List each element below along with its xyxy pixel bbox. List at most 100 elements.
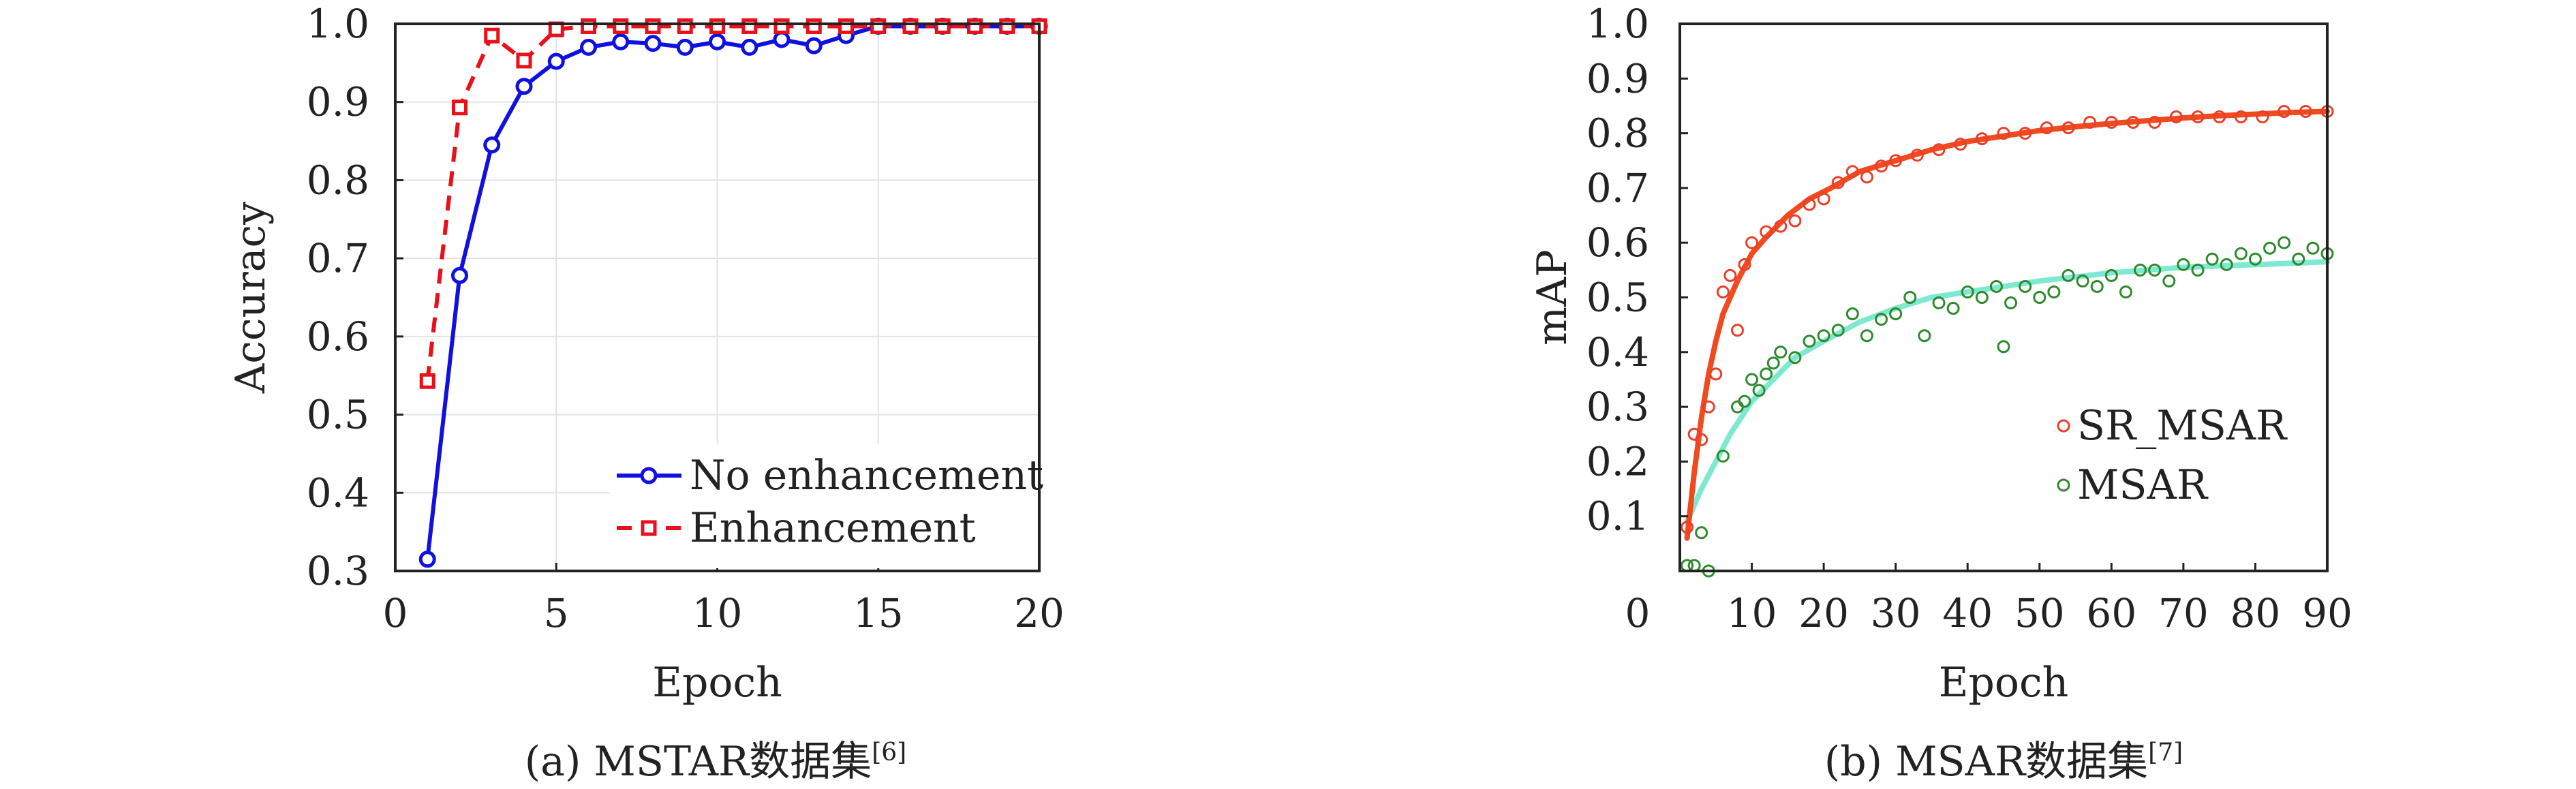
- panel-b-point-sr-msar: [1760, 225, 1773, 238]
- panel-b-point-sr-msar: [1954, 138, 1967, 151]
- panel-b-caption-text: (b) MSAR数据集: [1824, 738, 2148, 786]
- panel-b-y-tick-label: 0.4: [1586, 329, 1649, 375]
- panel-a-point-no-enhancement: [709, 33, 726, 50]
- panel-b-point-sr-msar: [1889, 154, 1903, 168]
- panel-a-point-enhancement: [452, 99, 467, 116]
- panel-a-point-enhancement: [581, 18, 596, 34]
- panel-b-point-sr-msar: [1910, 149, 1924, 162]
- panel-b-point-msar: [1745, 373, 1759, 386]
- panel-b-caption: (b) MSAR数据集[7]: [1824, 738, 2183, 786]
- panel-a-legend-marker-no-enhancement: [640, 467, 658, 484]
- panel-a-point-enhancement: [934, 18, 951, 34]
- panel-b-point-msar: [2019, 279, 2032, 293]
- panel-a-point-enhancement: [419, 373, 435, 389]
- panel-b-point-sr-msar: [1845, 165, 1859, 179]
- panel-b-point-msar: [1961, 285, 1974, 298]
- panel-a-y-tick-label: 0.3: [307, 548, 369, 594]
- panel-b-point-msar: [1997, 340, 2010, 354]
- panel-a-point-no-enhancement: [773, 31, 791, 48]
- panel-b-y-tick-label: 0.2: [1586, 438, 1649, 484]
- panel-a-point-no-enhancement: [547, 52, 565, 70]
- panel-b-point-sr-msar: [1695, 433, 1708, 446]
- panel-a-legend-label-enhancement: Enhancement: [690, 504, 976, 552]
- panel-b-point-msar: [1831, 324, 1845, 337]
- panel-a-point-enhancement: [645, 18, 661, 34]
- panel-b-point-msar: [2306, 241, 2320, 255]
- panel-a-point-no-enhancement: [676, 38, 694, 56]
- panel-b-point-sr-msar: [1975, 132, 1989, 146]
- panel-b-legend-label-sr-msar: SR_MSAR: [2077, 402, 2288, 450]
- panel-a-x-tick-label: 20: [1014, 590, 1064, 636]
- panel-b-point-sr-msar: [1681, 521, 1694, 534]
- panel-a-point-no-enhancement: [451, 266, 468, 284]
- panel-a-x-tick-label: 0: [383, 590, 408, 636]
- panel-a-point-no-enhancement: [418, 551, 436, 568]
- panel-a-x-tick-label: 15: [853, 590, 904, 636]
- panel-b-x-tick-label: 70: [2158, 590, 2209, 636]
- panel-b-point-sr-msar: [2040, 121, 2053, 135]
- panel-b-point-sr-msar: [2126, 116, 2140, 129]
- panel-a-y-axis-label: Accuracy: [227, 202, 275, 394]
- panel-b-fit-curve-sr-msar: [1684, 108, 2330, 541]
- panel-b-point-msar: [1975, 291, 1989, 304]
- panel-a-accuracy-chart: 0 5 10 15 20 0.3 0.4 0.5 0.6 0.7 0.8 0.9 1.0 Epoch A…: [227, 1, 1064, 786]
- panel-b-point-sr-msar: [1997, 127, 2010, 140]
- panel-b-point-msar: [2278, 236, 2291, 249]
- panel-b-point-msar: [2220, 258, 2233, 271]
- panel-b-point-msar: [1889, 307, 1903, 321]
- panel-a-point-enhancement: [999, 18, 1015, 34]
- panel-b-point-msar: [1817, 329, 1830, 343]
- panel-b-point-msar: [1687, 559, 1701, 572]
- panel-a-legend-marker-enhancement: [641, 520, 657, 536]
- panel-b-point-sr-msar: [2299, 104, 2312, 118]
- panel-a-point-enhancement: [902, 18, 919, 34]
- panel-b-point-sr-msar: [1831, 176, 1845, 189]
- panel-b-point-sr-msar: [1745, 236, 1759, 249]
- panel-a-x-axis-label: Epoch: [652, 659, 782, 707]
- panel-b-point-msar: [2004, 296, 2018, 310]
- panel-b-point-sr-msar: [2213, 110, 2226, 124]
- panel-a-point-enhancement: [870, 18, 887, 34]
- panel-b-point-sr-msar: [2083, 116, 2097, 129]
- panel-a-y-tick-label: 0.6: [307, 313, 369, 360]
- panel-a-point-enhancement: [741, 18, 758, 34]
- panel-b-point-msar: [2033, 291, 2046, 304]
- panel-b-point-sr-msar: [1730, 324, 1744, 337]
- panel-b-point-sr-msar: [2061, 121, 2075, 135]
- panel-b-x-tick-label: 40: [1942, 590, 1993, 636]
- panel-b-caption-reference: [7]: [2148, 739, 2183, 767]
- panel-b-point-msar: [1774, 345, 1788, 359]
- panel-b-scatter-points: [1681, 104, 2334, 578]
- panel-a-point-enhancement: [773, 18, 790, 34]
- panel-b-point-msar: [1738, 394, 1751, 408]
- panel-b-y-tick-label: 0.5: [1586, 275, 1649, 321]
- panel-a-ticks: 0 5 10 15 20 0.3 0.4 0.5 0.6 0.7 0.8 0.9 1.0: [307, 1, 1064, 636]
- panel-b-point-sr-msar: [1932, 143, 1946, 157]
- panel-b-point-sr-msar: [1723, 268, 1737, 282]
- panel-b-point-sr-msar: [1875, 159, 1888, 173]
- panel-a-point-enhancement: [613, 18, 629, 34]
- panel-a-legend-box: [610, 444, 1036, 568]
- panel-a-point-enhancement: [516, 52, 532, 69]
- panel-b-point-sr-msar: [1716, 285, 1730, 298]
- panel-a-y-tick-label: 1.0: [307, 1, 369, 47]
- panel-b-point-msar: [1766, 356, 1780, 370]
- panel-a-point-enhancement: [838, 18, 854, 34]
- panel-b-x-tick-label: 60: [2086, 590, 2136, 636]
- panel-a-y-tick-label: 0.4: [307, 469, 369, 516]
- panel-b-point-sr-msar: [2256, 110, 2269, 124]
- panel-b-y-tick-label: 1.0: [1586, 1, 1649, 47]
- panel-b-x-tick-label: 10: [1727, 590, 1777, 636]
- panel-a-x-tick-label: 5: [544, 590, 569, 636]
- panel-a-y-tick-label: 0.5: [307, 392, 369, 438]
- panel-b-point-sr-msar: [1702, 400, 1715, 414]
- panel-b-map-chart: 0 10 20 30 40 50 60 70 80 90 0.1 0.2 0.3 0.4 0.5 0.6 0.7…: [1529, 1, 2352, 786]
- panel-a-y-tick-label: 0.7: [307, 235, 369, 281]
- panel-b-point-msar: [2177, 258, 2190, 271]
- panel-b-point-sr-msar: [1709, 367, 1723, 381]
- panel-a-point-no-enhancement: [612, 33, 630, 50]
- panel-b-y-tick-label: 0.9: [1586, 55, 1649, 102]
- panel-a-caption-reference: [6]: [872, 739, 906, 767]
- panel-b-point-sr-msar: [2169, 110, 2183, 124]
